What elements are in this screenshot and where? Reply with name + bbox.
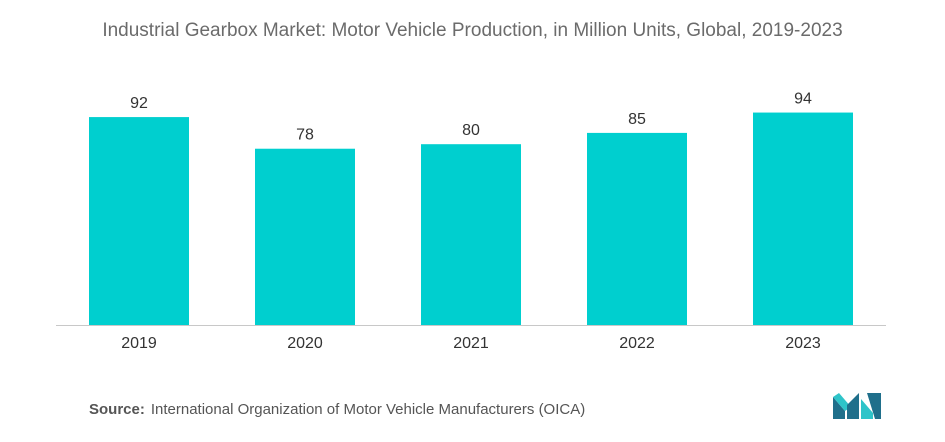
data-label: 94 bbox=[794, 91, 812, 108]
x-tick-label: 2019 bbox=[121, 335, 157, 352]
chart-title: Industrial Gearbox Market: Motor Vehicle… bbox=[102, 20, 843, 41]
bar bbox=[255, 148, 355, 325]
x-tick-label: 2022 bbox=[619, 335, 655, 352]
x-tick-label: 2021 bbox=[453, 335, 489, 352]
data-label: 92 bbox=[130, 95, 148, 112]
data-label: 80 bbox=[462, 122, 480, 139]
bar bbox=[587, 132, 687, 325]
source-label: Source: bbox=[89, 401, 145, 418]
brand-logo-icon bbox=[833, 393, 881, 419]
bar bbox=[753, 112, 853, 325]
data-label: 78 bbox=[296, 127, 314, 144]
x-tick-label: 2023 bbox=[785, 335, 821, 352]
source-note: Source: International Organization of Mot… bbox=[89, 401, 585, 418]
data-label: 85 bbox=[628, 111, 646, 128]
bar bbox=[421, 144, 521, 325]
source-text: International Organization of Motor Vehi… bbox=[150, 401, 586, 418]
bar bbox=[89, 117, 189, 325]
x-tick-label: 2020 bbox=[287, 335, 323, 352]
